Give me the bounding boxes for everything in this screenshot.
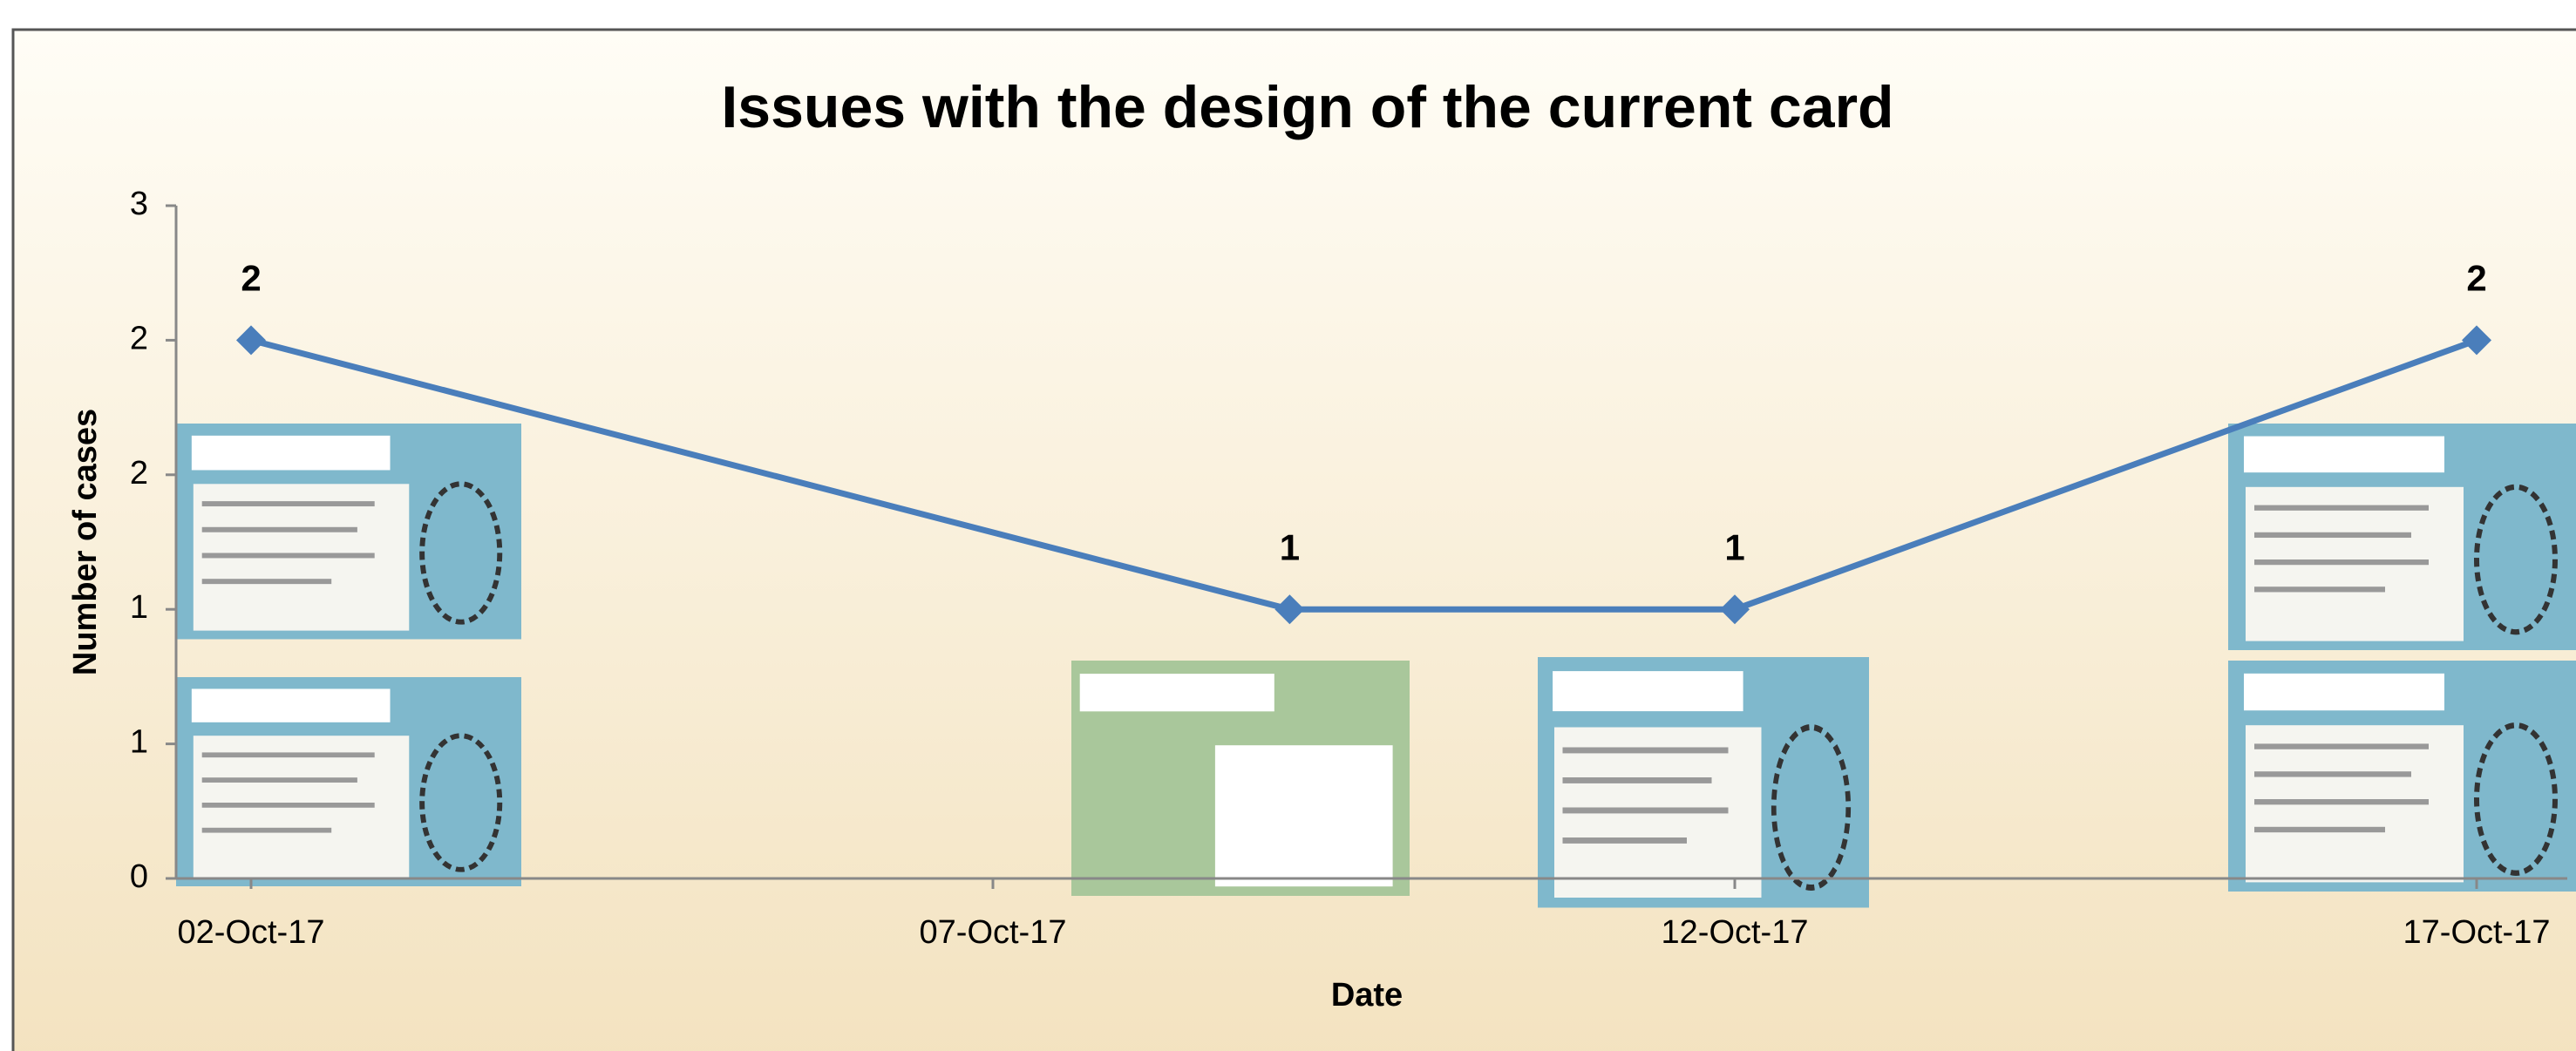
card-photo [1071, 661, 1410, 896]
y-tick-label: 2 [130, 455, 148, 492]
x-axis-label: Date [1331, 977, 1403, 1014]
data-label: 2 [2466, 257, 2486, 298]
y-tick-label: 1 [130, 724, 148, 761]
card-photo [2228, 661, 2576, 892]
card-photo [176, 424, 521, 640]
page: Issues with the design of the current ca… [0, 0, 2576, 1051]
y-tick-label: 0 [130, 858, 148, 895]
data-label: 1 [1280, 526, 1300, 567]
data-label: 1 [1724, 526, 1744, 567]
x-tick-label: 17-Oct-17 [2403, 914, 2551, 951]
x-tick-label: 02-Oct-17 [178, 914, 325, 951]
card-photo [1538, 657, 1869, 908]
card-photo [176, 677, 521, 886]
data-label: 2 [241, 257, 261, 298]
y-axis-label: Number of cases [67, 409, 104, 675]
chart-title: Issues with the design of the current ca… [721, 74, 1893, 140]
x-tick-label: 12-Oct-17 [1662, 914, 1809, 951]
y-tick-label: 2 [130, 320, 148, 356]
y-tick-label: 1 [130, 589, 148, 626]
chart: Issues with the design of the current ca… [0, 0, 2576, 1051]
y-tick-label: 3 [130, 186, 148, 222]
x-tick-label: 07-Oct-17 [920, 914, 1067, 951]
card-photo [2228, 424, 2576, 650]
